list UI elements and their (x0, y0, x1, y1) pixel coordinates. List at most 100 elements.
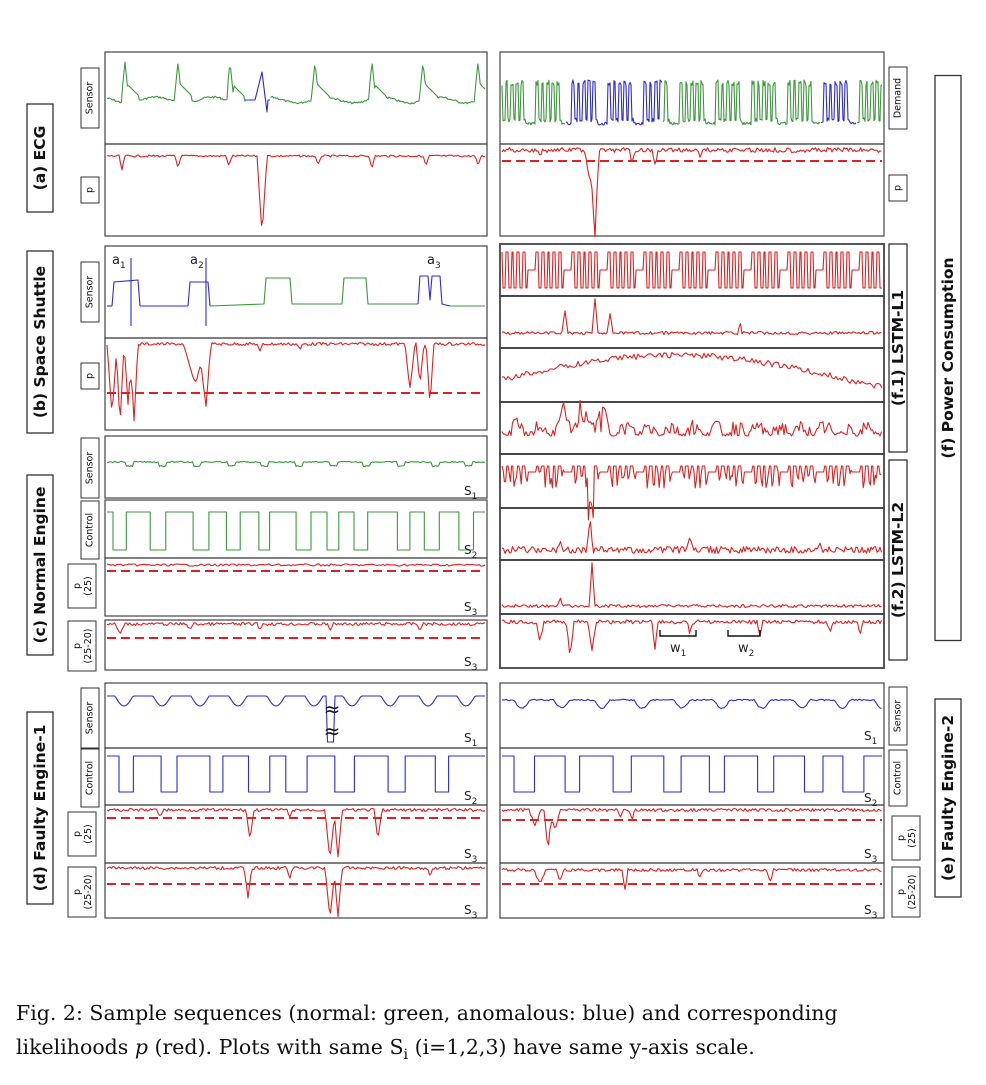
label-power-demand: Demand (893, 78, 904, 118)
label-normal-control: Control (85, 513, 96, 547)
lstm-l2-row-4-frame (499, 613, 885, 669)
label-faulty2-sensor-box (888, 686, 908, 746)
label-normal-p2520: p(25-20) (72, 628, 94, 663)
annotation-a2: a2 (190, 253, 204, 271)
group-label-normal-engine: (c) Normal Engine (31, 487, 49, 644)
power-p-frame (499, 143, 885, 237)
scale-tag-faulty2-s3a: S3 (864, 847, 877, 865)
window-bracket-w1 (659, 630, 697, 637)
lstm-l2-row-3-trace (501, 562, 882, 609)
faulty1-sensor-trace (107, 695, 485, 743)
faulty1-p2520-trace (106, 865, 486, 918)
scale-tag-faulty2-s2: S2 (864, 791, 877, 809)
shuttle-bump-a1 (111, 279, 141, 307)
scale-tag-faulty1-s3a: S3 (464, 847, 477, 865)
faulty2-p2520-trace (501, 867, 882, 890)
scale-tag-faulty2-s1: S1 (864, 729, 877, 747)
group-label-lstm-l2-box (888, 459, 908, 661)
group-label-shuttle: (b) Space Shuttle (31, 266, 49, 418)
normal-p2520-trace (106, 621, 486, 634)
label-faulty1-p2520-box (67, 866, 97, 918)
caption-sub-i: i (403, 1047, 409, 1064)
shuttle-bump-a3 (417, 275, 451, 307)
figure-caption: Fig. 2: Sample sequences (normal: green,… (16, 996, 976, 1072)
ecg-normal-trace-2 (270, 63, 486, 105)
normal-sensor-frame (104, 435, 488, 499)
annotation-a1: a1 (112, 253, 126, 271)
scale-tag-faulty1-s3b: S3 (464, 903, 477, 921)
label-ecg-sensor-box (80, 67, 100, 129)
scale-tag-normal-s3b: S3 (464, 655, 477, 673)
label-faulty2-control-box (888, 749, 908, 807)
label-faulty1-sensor-box (80, 687, 100, 749)
group-label-faulty-engine-1-box (26, 711, 54, 905)
scale-tag-faulty2-s3b: S3 (864, 903, 877, 921)
label-power-demand-box (888, 66, 908, 130)
faulty2-p25-frame (499, 804, 885, 864)
label-faulty2-control: Control (893, 761, 904, 795)
scale-tag-faulty1-s2: S2 (464, 789, 477, 807)
group-label-power-consumption: (f) Power Consumption (939, 257, 957, 458)
power-anomalous-trace-2 (820, 79, 857, 125)
figure-canvas: (a) ECG Sensor p (b) Space Shuttle Sensor p a1… (26, 51, 962, 921)
caption-var-p: p (134, 1035, 148, 1059)
power-likelihood-trace (501, 146, 882, 238)
shuttle-p-frame (104, 337, 488, 431)
group-label-ecg-box (26, 103, 54, 213)
label-ecg-sensor: Sensor (85, 82, 96, 115)
window-bracket-w2 (727, 630, 761, 637)
normal-control-trace (107, 511, 485, 551)
caption-line-2b: (red). Plots with same S (154, 1035, 404, 1059)
label-faulty1-sensor: Sensor (85, 702, 96, 735)
label-ecg-p: p (85, 187, 96, 193)
group-label-lstm-l2: (f.2) LSTM-L2 (889, 502, 907, 618)
lstm-l1-row-2-frame (499, 295, 885, 349)
label-normal-p25-box (67, 563, 97, 609)
scale-tag-normal-s3a: S3 (464, 600, 477, 618)
caption-line-2a: likelihoods (16, 1035, 129, 1059)
break-mark-bottom: ≈ (324, 719, 341, 743)
label-shuttle-sensor: Sensor (85, 276, 96, 309)
faulty2-sensor-frame (499, 682, 885, 749)
normal-p25-frame (104, 557, 488, 617)
group-label-power-consumption-box (934, 74, 962, 642)
scale-tag-normal-s2: S2 (464, 543, 477, 561)
break-mark-top: ≈ (324, 697, 341, 721)
ecg-anomalous-trace (245, 71, 270, 113)
normal-p2520-frame (104, 619, 488, 671)
label-faulty2-p2520: p(25-20) (896, 874, 918, 909)
group-label-lstm-l1: (f.1) LSTM-L1 (889, 290, 907, 406)
label-faulty2-p2520-box (891, 866, 921, 918)
group-label-ecg: (a) ECG (31, 126, 49, 191)
faulty2-control-trace (502, 755, 882, 793)
power-anomalous-trace-1 (565, 79, 663, 126)
group-label-faulty-engine-1: (d) Faulty Engine-1 (31, 725, 49, 892)
label-faulty2-sensor: Sensor (893, 700, 904, 733)
label-faulty1-control-box (80, 748, 100, 808)
normal-sensor-trace (106, 460, 486, 468)
scale-tag-normal-s1: S1 (464, 484, 477, 502)
label-faulty2-p25-box (891, 815, 921, 861)
faulty2-p25-trace (501, 807, 882, 846)
shuttle-bump-a2 (187, 281, 211, 307)
shuttle-normal-trace (209, 277, 418, 307)
label-normal-sensor: Sensor (85, 452, 96, 485)
group-label-faulty-engine-2: (e) Faulty Engine-2 (939, 715, 957, 881)
label-faulty2-p25: p(25) (896, 828, 918, 848)
ecg-p-frame (104, 143, 488, 237)
power-normal-trace-2 (662, 79, 821, 126)
lstm-l2-row-4-trace (501, 619, 883, 654)
power-normal-trace-1 (501, 79, 566, 126)
ecg-normal-trace-1 (106, 61, 246, 104)
label-faulty1-p25-box (67, 811, 97, 857)
faulty1-p25-trace (106, 807, 486, 858)
lstm-l2-row-2-trace (501, 521, 883, 555)
label-ecg-p-box (80, 176, 100, 204)
lstm-l1-row-2-trace (501, 298, 882, 336)
label-normal-p25: p(25) (72, 576, 94, 596)
annotation-w1: w1 (670, 641, 686, 659)
label-power-p: p (893, 185, 904, 191)
ecg-likelihood-trace (106, 154, 486, 226)
caption-line-2c: (i=1,2,3) have same y-axis scale. (408, 1035, 755, 1059)
group-label-lstm-l1-box (888, 243, 908, 453)
